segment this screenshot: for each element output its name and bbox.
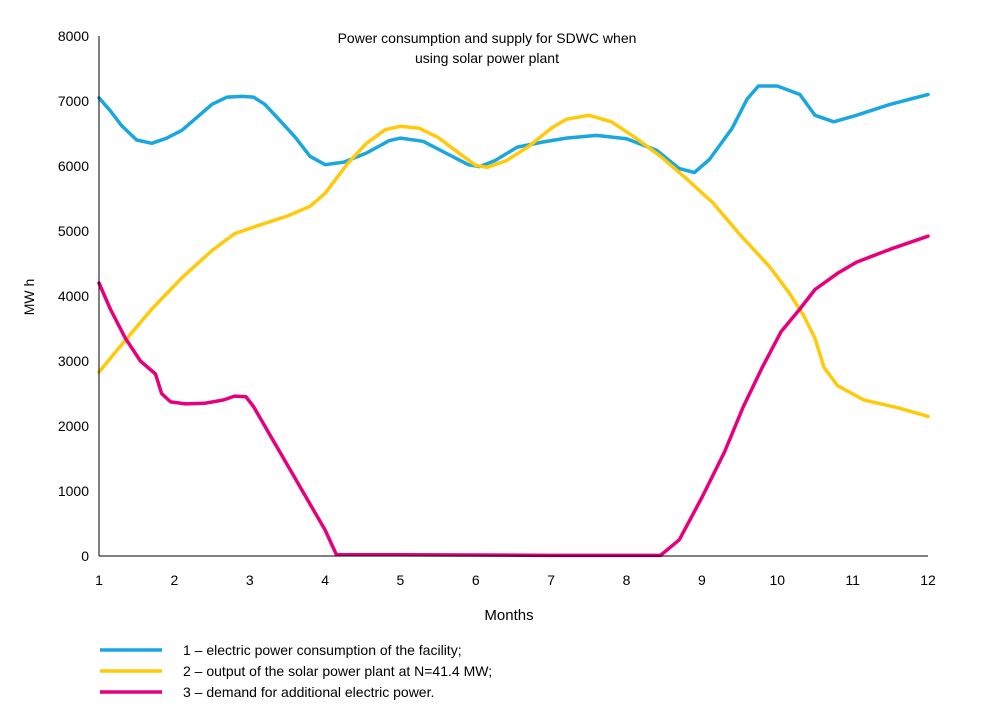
- y-tick-label: 4000: [58, 288, 89, 304]
- chart-title-line-1: Power consumption and supply for SDWC wh…: [338, 30, 637, 46]
- y-tick-label: 8000: [58, 28, 89, 44]
- x-tick-label: 8: [623, 572, 631, 588]
- x-tick-label: 6: [472, 572, 480, 588]
- plot-series: [97, 84, 930, 558]
- legend-label-3: 3 – demand for additional electric power…: [183, 684, 434, 700]
- x-tick-label: 2: [170, 572, 178, 588]
- series-line-3: [97, 234, 930, 558]
- y-tick-label: 5000: [58, 223, 89, 239]
- y-tick-label: 1000: [58, 483, 89, 499]
- x-tick-label: 3: [246, 572, 254, 588]
- y-axis-label: MW h: [21, 279, 37, 316]
- legend-label-2: 2 – output of the solar power plant at N…: [183, 663, 492, 679]
- y-tick-labels: 0 1000 2000 3000 4000 5000 6000 7000 8000: [58, 28, 89, 564]
- legend: 1 – electric power consumption of the fa…: [100, 642, 492, 700]
- y-tick-label: 0: [81, 548, 89, 564]
- x-tick-label: 5: [397, 572, 405, 588]
- legend-label-1: 1 – electric power consumption of the fa…: [183, 642, 462, 658]
- x-tick-label: 10: [769, 572, 785, 588]
- y-tick-label: 3000: [58, 353, 89, 369]
- x-axis-label: Months: [484, 607, 533, 624]
- x-tick-label: 9: [698, 572, 706, 588]
- y-tick-label: 2000: [58, 418, 89, 434]
- x-tick-label: 12: [920, 572, 936, 588]
- x-tick-label: 7: [547, 572, 555, 588]
- x-tick-label: 4: [321, 572, 329, 588]
- y-tick-label: 6000: [58, 158, 89, 174]
- chart-title-line-2: using solar power plant: [415, 50, 559, 66]
- x-tick-labels: 1 2 3 4 5 6 7 8 9 10 11 12: [95, 572, 936, 588]
- x-tick-label: 11: [845, 572, 860, 588]
- x-tick-label: 1: [95, 572, 103, 588]
- y-tick-label: 7000: [58, 93, 89, 109]
- series-line-1: [97, 84, 930, 175]
- series-line-2: [97, 113, 930, 419]
